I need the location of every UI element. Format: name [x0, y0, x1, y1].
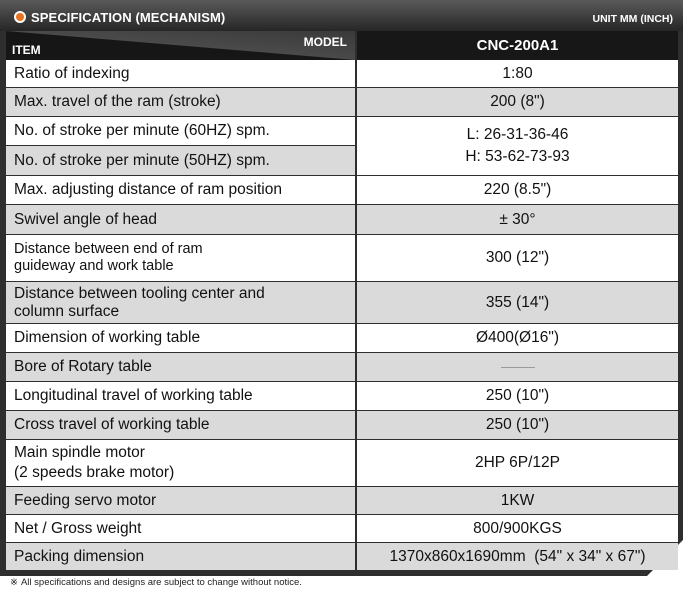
spec-title: SPECIFICATION (MECHANISM)	[31, 10, 226, 25]
item-cell: Max. adjusting distance of ram position	[14, 181, 282, 199]
value-cell: 250 (10")	[485, 387, 550, 404]
column-header-row: ITEM MODEL CNC-200A1	[6, 31, 678, 60]
item-line: Distance between end of ram	[14, 240, 203, 257]
table-row: Feeding servo motor 1KW	[6, 487, 678, 514]
stroke-per-minute-value-cell: L: 26-31-36-46 H: 53-62-73-93	[357, 117, 678, 175]
table-row: Swivel angle of head ± 30°	[6, 205, 678, 234]
item-cell: Main spindle motor (2 speeds brake motor…	[6, 440, 355, 486]
item-column-header: ITEM	[12, 43, 41, 57]
item-line: Distance between tooling center and	[14, 285, 265, 303]
item-cell: Longitudinal travel of working table	[14, 387, 253, 405]
item-cell: Distance between end of ram guideway and…	[6, 235, 355, 281]
stroke-high-speeds: H: 53-62-73-93	[465, 148, 570, 165]
item-cell: No. of stroke per minute (50HZ) spm.	[14, 151, 270, 169]
table-row: Max. adjusting distance of ram position …	[6, 176, 678, 204]
value-cell	[357, 353, 678, 381]
table-row: Ratio of indexing 1:80	[6, 60, 678, 87]
item-cell: Bore of Rotary table	[14, 358, 152, 376]
item-model-header-cell: ITEM MODEL	[6, 31, 355, 60]
value-cell: Ø400(Ø16")	[475, 329, 560, 346]
table-row: Distance between tooling center and colu…	[6, 282, 678, 323]
value-cell: 1:80	[502, 64, 533, 82]
item-cell: Dimension of working table	[14, 329, 201, 347]
value-cell: ± 30°	[499, 210, 536, 228]
value-cell: 250 (10")	[485, 416, 550, 433]
value-cell: 1370x860x1690mm (54" x 34" x 67")	[389, 547, 646, 565]
table-row: Dimension of working table Ø400(Ø16")	[6, 324, 678, 352]
table-row: Main spindle motor (2 speeds brake motor…	[6, 440, 678, 486]
item-cell: Feeding servo motor	[14, 491, 157, 509]
item-cell: No. of stroke per minute (60HZ) spm.	[14, 122, 270, 140]
reference-mark-icon: ※	[10, 577, 18, 588]
item-line: (2 speeds brake motor)	[14, 464, 175, 481]
item-cell: Packing dimension	[14, 547, 145, 565]
item-cell: Cross travel of working table	[14, 416, 210, 434]
table-row: Net / Gross weight 800/900KGS	[6, 515, 678, 542]
value-cell: 2HP 6P/12P	[474, 454, 561, 471]
item-cell: Distance between tooling center and colu…	[6, 282, 355, 323]
item-cell: Net / Gross weight	[14, 519, 142, 537]
value-cell: 300 (12")	[485, 249, 550, 266]
footnote-text: All specifications and designs are subje…	[20, 577, 302, 588]
table-row: Max. travel of the ram (stroke) 200 (8")	[6, 88, 678, 116]
item-cell: Ratio of indexing	[14, 64, 130, 82]
value-cell: 800/900KGS	[473, 519, 562, 537]
bullet-circle-icon	[14, 11, 26, 23]
item-line: guideway and work table	[14, 258, 174, 274]
item-line: column surface	[14, 302, 120, 320]
item-cell: Max. travel of the ram (stroke)	[14, 93, 221, 111]
model-column-header: MODEL	[303, 35, 347, 49]
table-row: Cross travel of working table 250 (10")	[6, 411, 678, 439]
unit-label: UNIT MM (INCH)	[592, 13, 673, 25]
table-row: Distance between end of ram guideway and…	[6, 235, 678, 281]
value-cell: 355 (14")	[485, 293, 550, 311]
value-cell: 1KW	[500, 491, 535, 509]
model-name-header: CNC-200A1	[357, 31, 678, 60]
item-cell: Swivel angle of head	[14, 210, 158, 228]
spec-header-bar: SPECIFICATION (MECHANISM) UNIT MM (INCH)	[0, 0, 683, 31]
item-line: Main spindle motor	[14, 443, 145, 461]
value-cell: 220 (8.5")	[483, 181, 552, 198]
table-row: Longitudinal travel of working table 250…	[6, 382, 678, 410]
footnote: ※ All specifications and designs are subj…	[10, 577, 302, 588]
value-cell: 200 (8")	[490, 93, 545, 110]
table-row: Bore of Rotary table	[6, 353, 678, 381]
empty-value-dash	[500, 366, 535, 368]
table-row: Packing dimension 1370x860x1690mm (54" x…	[6, 543, 678, 570]
stroke-low-speeds: L: 26-31-36-46	[466, 125, 569, 143]
